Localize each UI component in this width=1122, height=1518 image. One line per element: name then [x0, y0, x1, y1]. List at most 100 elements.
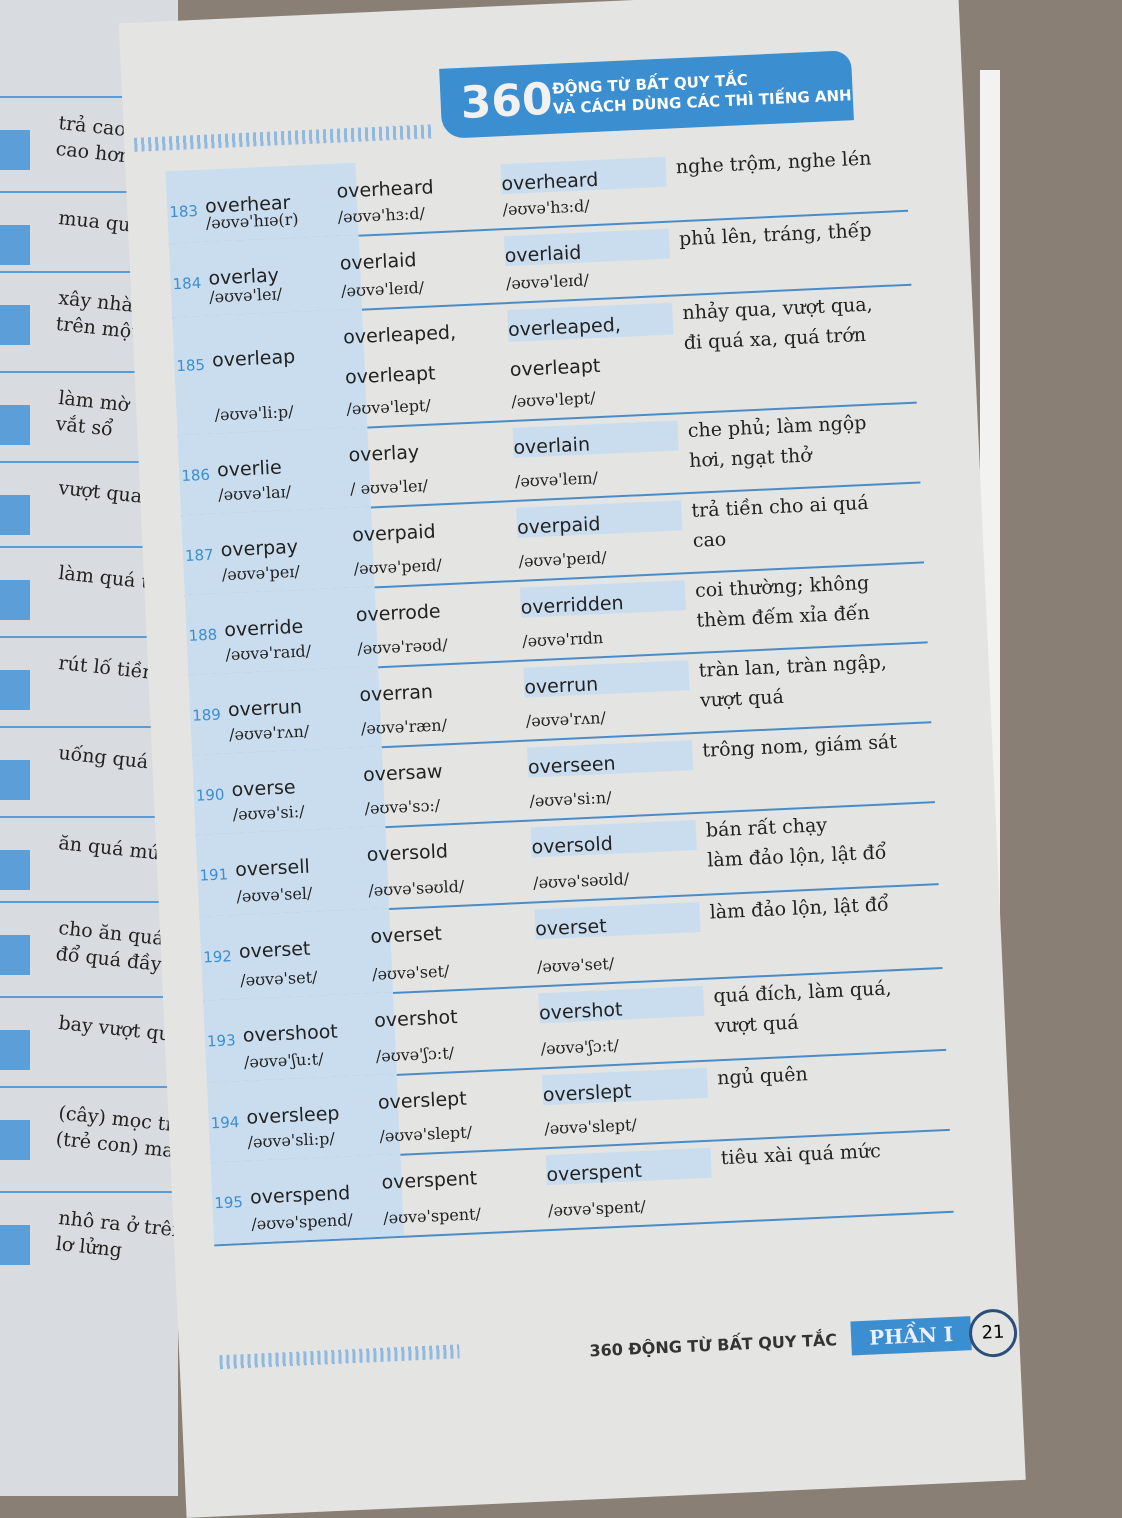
- left-page-text: (cây) mọc tràn lan (trẻ con) mau lớn: [54, 1101, 178, 1164]
- verb-pp-ipa: /əʊvə'leɪd/: [505, 270, 590, 294]
- verb-past-ipa: /əʊvə'slept/: [379, 1122, 473, 1146]
- verb-past-participle: oversold: [531, 832, 614, 859]
- row-marker: [0, 670, 30, 710]
- verb-base-ipa: /əʊvə'laɪ/: [217, 482, 292, 505]
- divider: [0, 1191, 178, 1193]
- row-marker: [0, 405, 30, 445]
- verb-base: override: [223, 615, 304, 642]
- verb-base-ipa: /əʊvə'li:p/: [214, 401, 294, 425]
- verb-past-ipa: /əʊvə'peɪd/: [353, 555, 443, 579]
- verb-past-ipa: / əʊvə'leɪ/: [349, 475, 429, 499]
- footer-hatch: [219, 1344, 460, 1370]
- row-marker: [0, 935, 30, 975]
- verb-meaning: nhảy qua, vượt qua, đi quá xa, quá trớn: [681, 293, 874, 355]
- verb-past-ipa: /əʊvə'səʊld/: [367, 876, 465, 900]
- verb-past-ipa: /əʊvə'ræn/: [360, 715, 448, 739]
- verb-number: 195: [213, 1192, 244, 1213]
- divider: [0, 726, 178, 728]
- verb-pp-ipa: /əʊvə'rʌn/: [525, 708, 607, 731]
- verb-base: overse: [231, 776, 297, 802]
- verb-past: overlay: [348, 441, 420, 467]
- verb-base-ipa: /əʊvə'sli:p/: [247, 1128, 336, 1152]
- verb-meaning: che phủ; làm ngộp hơi, ngạt thở: [687, 411, 867, 472]
- verb-base: overspend: [249, 1182, 351, 1209]
- divider: [0, 96, 178, 98]
- verb-number: 187: [184, 545, 215, 565]
- verb-past-participle: overlaid: [504, 241, 582, 268]
- verb-meaning: bán rất chạy làm đảo lộn, lật đổ: [705, 814, 887, 872]
- divider: [0, 191, 178, 193]
- verb-meaning: nghe trộm, nghe lén: [675, 147, 872, 179]
- verb-pp-ipa: /əʊvə'peɪd/: [518, 547, 608, 571]
- verb-base-ipa: /əʊvə'leɪ/: [208, 284, 283, 307]
- verb-past: oversaw: [362, 760, 443, 787]
- verb-past-ipa: /əʊvə'lept/: [346, 395, 432, 419]
- verb-past-ipa: /əʊvə'spent/: [382, 1204, 482, 1228]
- footer-title: 360 ĐỘNG TỪ BẤT QUY TẮC: [589, 1330, 838, 1361]
- verb-pp-ipa: /əʊvə'si:n/: [529, 787, 612, 811]
- divider: [0, 371, 178, 373]
- verb-base-ipa: /əʊvə'set/: [239, 967, 318, 990]
- verb-number: 184: [172, 273, 202, 294]
- divider: [0, 546, 178, 548]
- verb-pp-ipa: /əʊvə'lept/: [510, 388, 597, 411]
- verb-past: overshot: [373, 1006, 459, 1032]
- left-page-text: ăn quá mức: [57, 831, 172, 866]
- header-hatch: [133, 124, 435, 152]
- verb-number: 183: [168, 202, 199, 222]
- verb-past-participle: overridden: [520, 592, 625, 619]
- verb-pp-ipa: /əʊvə'hɜ:d/: [502, 196, 591, 220]
- verb-meaning: tiêu xài quá mức: [720, 1140, 882, 1170]
- page-number: 21: [968, 1308, 1019, 1359]
- verb-base-ipa: /əʊvə'rʌn/: [228, 721, 310, 745]
- verb-pp-ipa: /əʊvə'ʃɔ:t/: [540, 1035, 620, 1059]
- verb-meaning: trông nom, giám sát: [701, 730, 898, 762]
- verb-past: overspent: [381, 1167, 478, 1194]
- verb-past-participle: overlain: [512, 433, 591, 459]
- verb-base: oversell: [234, 855, 311, 881]
- verb-past-ipa: /əʊvə'set/: [371, 961, 450, 984]
- divider: [0, 271, 178, 273]
- verb-meaning: ngủ quên: [716, 1063, 809, 1090]
- verb-pp-ipa: /əʊvə'spent/: [547, 1196, 647, 1221]
- divider: [0, 816, 178, 818]
- verb-past-participle: overshot: [538, 998, 623, 1025]
- row-marker: [0, 850, 30, 890]
- verb-base-ipa: /əʊvə'raɪd/: [225, 641, 312, 665]
- divider: [0, 1086, 178, 1088]
- verb-number: 194: [210, 1113, 240, 1133]
- section-label: PHẦN I: [850, 1316, 972, 1356]
- verb-past: overran: [358, 680, 434, 707]
- row-marker: [0, 1225, 30, 1265]
- verb-pp-ipa: /əʊvə'set/: [536, 953, 615, 977]
- verb-past-ipa: /əʊvə'ʃɔ:t/: [375, 1043, 455, 1066]
- verb-number: 193: [206, 1031, 237, 1051]
- verb-base-ipa: /əʊvə'peɪ/: [221, 561, 301, 585]
- verb-past: overrode: [355, 600, 442, 627]
- verb-past: overslept: [377, 1087, 468, 1114]
- verb-pp-ipa: /əʊvə'rɪdn: [521, 628, 604, 651]
- verb-past-ipa: /əʊvə'rəʊd/: [356, 635, 449, 659]
- verb-meaning: tràn lan, tràn ngập, vượt quá: [698, 651, 888, 712]
- divider: [0, 901, 178, 903]
- verb-pp-ipa: /əʊvə'slept/: [543, 1115, 638, 1139]
- verb-past-participle: overleaped, overleapt: [507, 313, 622, 382]
- left-page-text: rút lố tiền: [57, 651, 156, 684]
- verb-number: 189: [191, 705, 222, 725]
- header-number: 360: [459, 73, 554, 129]
- verb-past-participle: overspent: [545, 1159, 643, 1187]
- verb-past-participle: overrun: [523, 673, 599, 699]
- verb-past-ipa: /əʊvə'sɔ:/: [364, 795, 441, 819]
- divider: [0, 996, 178, 998]
- row-marker: [0, 760, 30, 800]
- verb-base-ipa: /əʊvə'ʃu:t/: [243, 1049, 324, 1072]
- verb-base: overlie: [216, 456, 283, 482]
- verb-past-participle: overslept: [542, 1080, 632, 1107]
- verb-meaning: coi thường; không thèm đếm xỉa đến: [694, 571, 871, 632]
- verb-meaning: quá đích, làm quá, vượt quá: [713, 977, 893, 1038]
- verb-pp-ipa: /əʊvə'leɪn/: [514, 468, 599, 491]
- verb-number: 191: [199, 865, 229, 885]
- verb-past-ipa: /əʊvə'leɪd/: [340, 277, 425, 301]
- row-marker: [0, 580, 30, 620]
- verb-base: overshoot: [242, 1020, 339, 1047]
